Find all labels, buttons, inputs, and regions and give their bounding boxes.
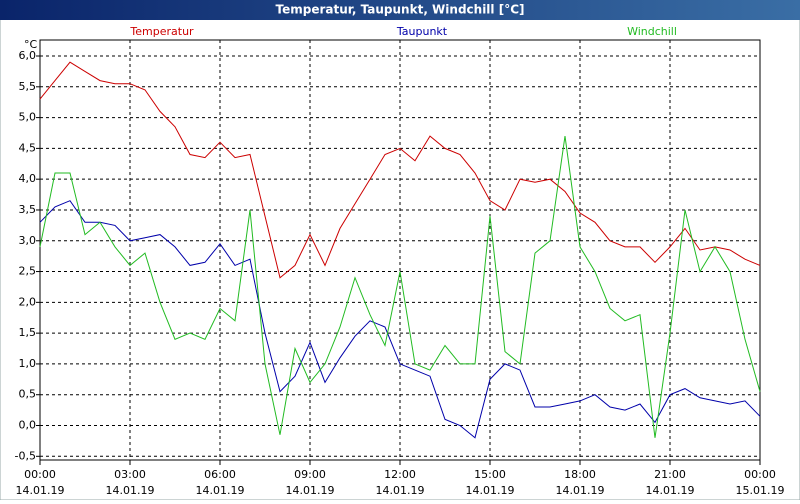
y-tick-label: 5,0 xyxy=(19,111,37,124)
x-tick-label: 06:00 xyxy=(204,468,236,481)
y-tick-label: -0,5 xyxy=(15,449,36,462)
x-tick-label: 03:00 xyxy=(114,468,146,481)
x-tick-date: 14.01.19 xyxy=(196,484,245,497)
x-tick-label: 09:00 xyxy=(294,468,326,481)
series-line xyxy=(39,61,761,279)
legend-label: Windchill xyxy=(627,25,677,38)
y-tick-label: 6,0 xyxy=(19,49,37,62)
y-tick-label: 3,5 xyxy=(19,203,37,216)
x-tick-date: 14.01.19 xyxy=(466,484,515,497)
y-tick-label: 5,5 xyxy=(19,80,37,93)
y-tick-label: 4,0 xyxy=(19,172,37,185)
x-tick-label: 12:00 xyxy=(384,468,416,481)
series-line xyxy=(39,136,761,438)
x-tick-label: 00:00 xyxy=(24,468,56,481)
y-tick-label: 2,0 xyxy=(19,295,37,308)
y-tick-label: 0,5 xyxy=(19,388,37,401)
x-tick-date: 14.01.19 xyxy=(646,484,695,497)
x-tick-date: 14.01.19 xyxy=(376,484,425,497)
title-bar xyxy=(0,0,800,20)
x-tick-date: 14.01.19 xyxy=(106,484,155,497)
x-tick-date: 14.01.19 xyxy=(286,484,335,497)
y-tick-label: 4,5 xyxy=(19,141,37,154)
chart-title: Temperatur, Taupunkt, Windchill [°C] xyxy=(276,3,525,17)
y-unit: °C xyxy=(24,38,38,51)
x-tick-date: 14.01.19 xyxy=(556,484,605,497)
y-tick-label: 2,5 xyxy=(19,265,37,278)
y-tick-label: 0,0 xyxy=(19,419,37,432)
y-tick-label: 3,0 xyxy=(19,234,37,247)
legend-label: Temperatur xyxy=(129,25,194,38)
legend-label: Taupunkt xyxy=(396,25,448,38)
x-tick-date: 15.01.19 xyxy=(736,484,785,497)
x-tick-date: 14.01.19 xyxy=(16,484,65,497)
x-tick-label: 00:00 xyxy=(744,468,776,481)
y-tick-label: 1,0 xyxy=(19,357,37,370)
series-line xyxy=(39,200,761,439)
x-tick-label: 18:00 xyxy=(564,468,596,481)
x-tick-label: 15:00 xyxy=(474,468,506,481)
x-tick-label: 21:00 xyxy=(654,468,686,481)
y-tick-label: 1,5 xyxy=(19,326,37,339)
